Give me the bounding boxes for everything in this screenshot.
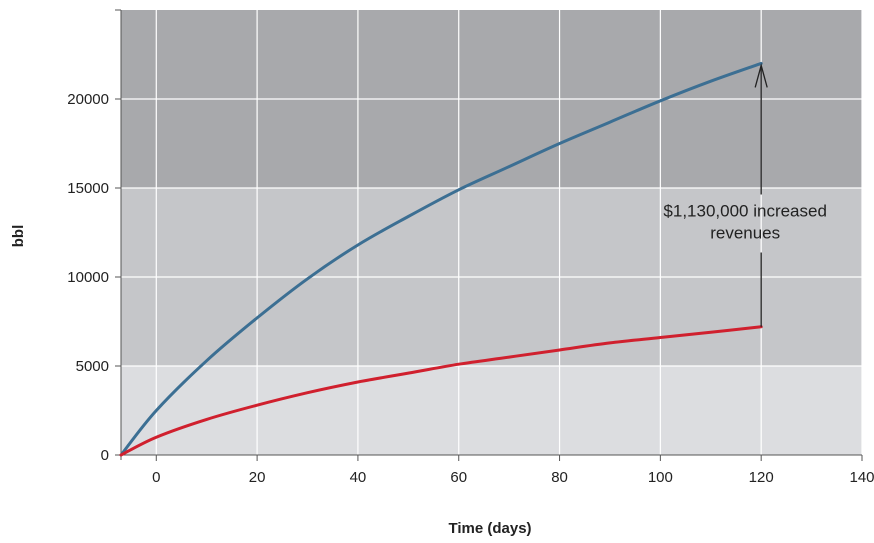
- y-tick-label: 10000: [67, 269, 109, 286]
- x-tick-label: 140: [849, 469, 874, 486]
- y-tick-label: 15000: [67, 180, 109, 197]
- y-tick-labels: 0 5000 10000 15000 20000: [67, 91, 109, 464]
- x-tick-labels: 0 20 40 60 80 100 120 140: [152, 469, 874, 486]
- x-tick-label: 40: [350, 469, 367, 486]
- annotation: $1,130,000 increased revenues: [663, 62, 827, 327]
- y-tick-label: 5000: [76, 358, 109, 375]
- annotation-arrowhead: [754, 62, 768, 88]
- annotation-text-line: $1,130,000 increased: [663, 202, 827, 221]
- x-tick-label: 0: [152, 469, 160, 486]
- annotation-text-line: revenues: [710, 224, 780, 243]
- x-tick-label: 20: [249, 469, 266, 486]
- x-tick-label: 60: [450, 469, 467, 486]
- y-tick-label: 20000: [67, 91, 109, 108]
- x-axis-title: Time (days): [448, 520, 531, 537]
- series-lines: [119, 61, 763, 457]
- x-tick-label: 100: [648, 469, 673, 486]
- y-tick-label: 0: [101, 447, 109, 464]
- series-line-upper: [119, 61, 763, 457]
- x-tick-label: 120: [749, 469, 774, 486]
- y-axis-title: bbl: [10, 225, 27, 248]
- series-line-lower: [119, 325, 763, 457]
- grid-lines: [121, 10, 863, 455]
- axes: [115, 9, 863, 461]
- x-tick-label: 80: [551, 469, 568, 486]
